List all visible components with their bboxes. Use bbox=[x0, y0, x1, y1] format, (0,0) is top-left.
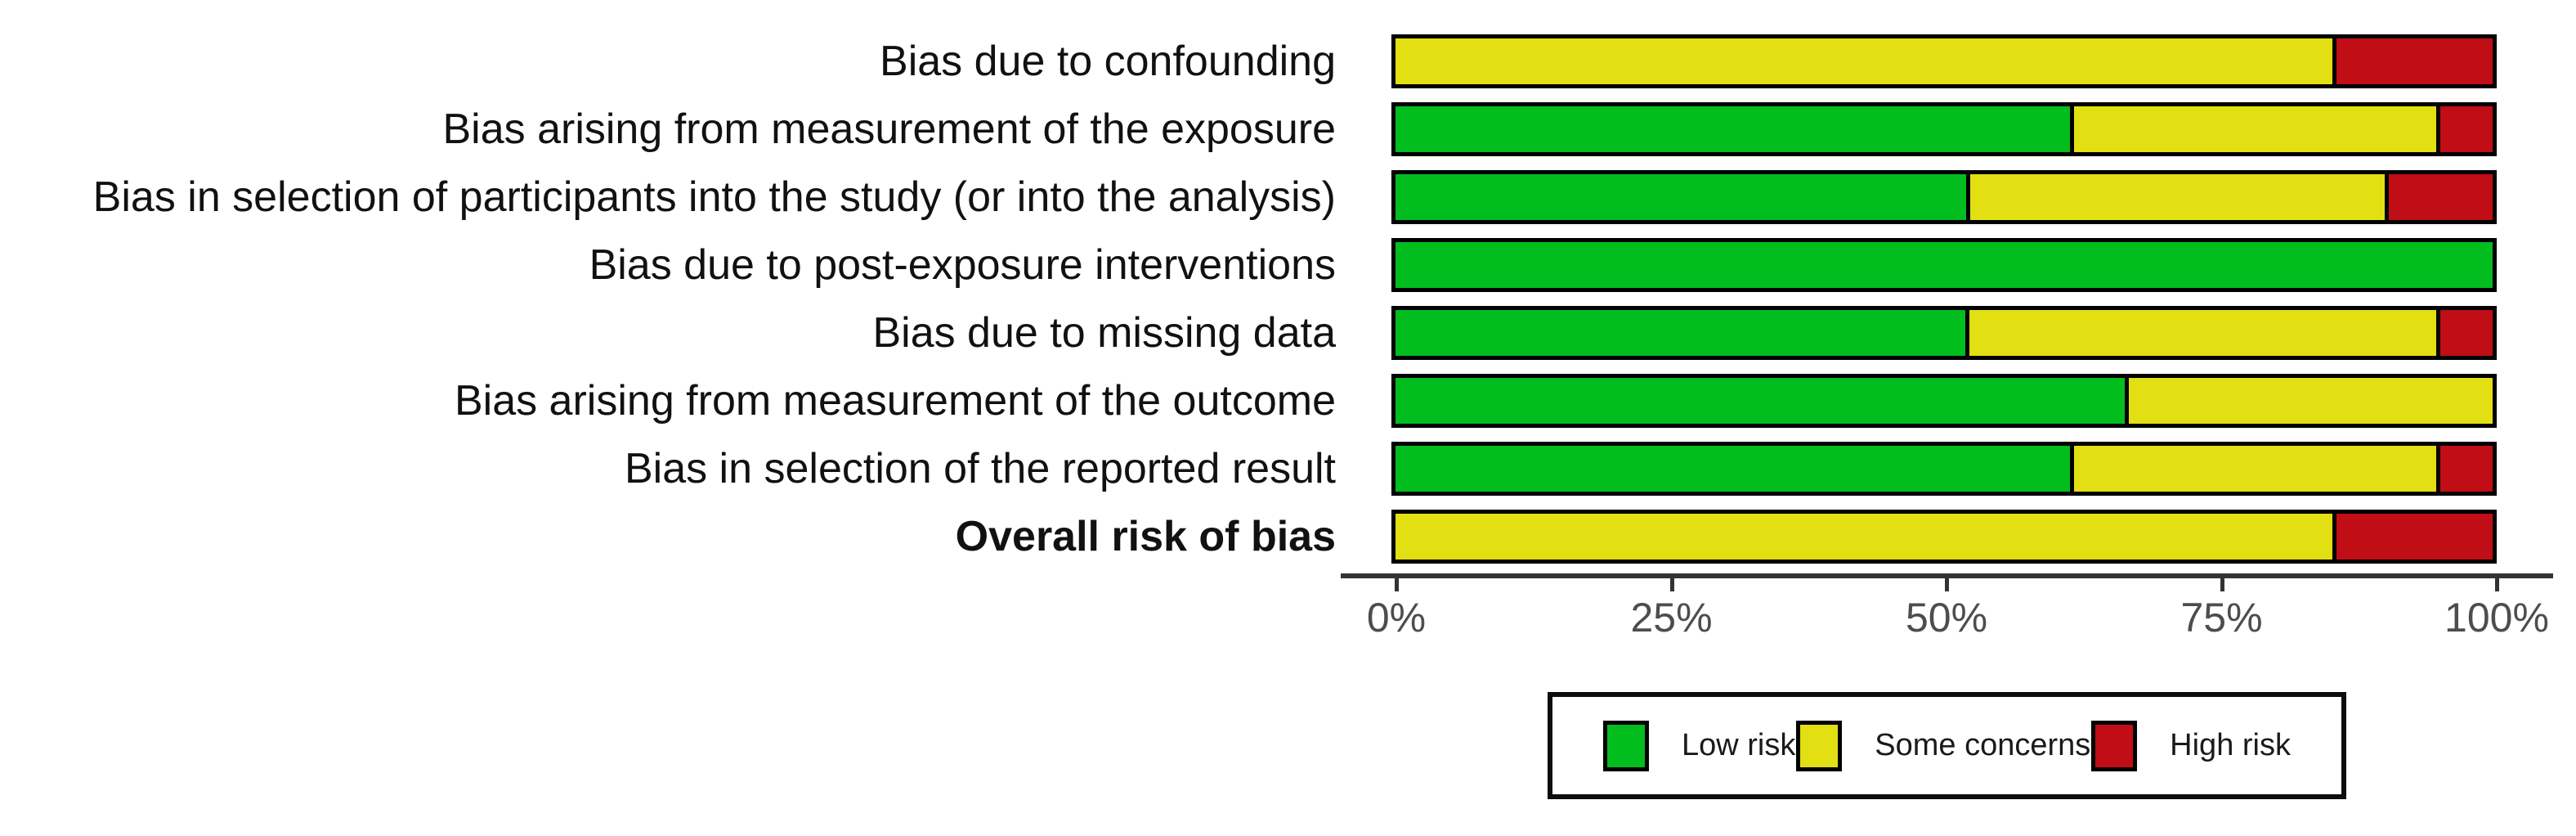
bar-segment-some-concerns bbox=[2069, 106, 2437, 152]
legend-swatch-some-concerns bbox=[1796, 720, 1843, 771]
stacked-bar bbox=[1391, 34, 2497, 88]
bar-segment-low-risk bbox=[1396, 446, 2070, 492]
category-label: Bias arising from measurement of the out… bbox=[454, 377, 1336, 425]
stacked-bar bbox=[1391, 374, 2497, 428]
stacked-bar bbox=[1391, 510, 2497, 564]
x-axis-tick-label: 0% bbox=[1366, 595, 1427, 640]
x-axis-tick-label: 75% bbox=[2180, 595, 2263, 640]
bar-segment-high-risk bbox=[2436, 106, 2493, 152]
x-axis-tick bbox=[2220, 578, 2224, 591]
stacked-bar bbox=[1391, 170, 2497, 224]
x-axis-tick-label: 25% bbox=[1630, 595, 1713, 640]
stacked-bar bbox=[1391, 238, 2497, 292]
x-axis-tick-label: 100% bbox=[2444, 595, 2549, 640]
bar-segment-some-concerns bbox=[2124, 378, 2493, 424]
category-label: Bias due to missing data bbox=[872, 309, 1336, 357]
bar-segment-low-risk bbox=[1396, 106, 2070, 152]
category-label: Bias due to post-exposure interventions bbox=[589, 241, 1336, 289]
bar-segment-some-concerns bbox=[1396, 514, 2332, 560]
category-label: Bias in selection of participants into t… bbox=[92, 173, 1336, 221]
x-axis-tick bbox=[1395, 578, 1399, 591]
category-label: Bias due to confounding bbox=[880, 38, 1336, 85]
bar-segment-low-risk bbox=[1396, 310, 1966, 356]
x-axis-line bbox=[1341, 573, 2553, 578]
x-axis-tick-label: 50% bbox=[1905, 595, 1988, 640]
bar-segment-high-risk bbox=[2332, 38, 2493, 84]
legend-box: Low risk Some concerns High risk bbox=[1548, 692, 2346, 799]
bar-segment-some-concerns bbox=[2069, 446, 2437, 492]
legend-item: Some concerns bbox=[1796, 720, 2091, 771]
legend-item: Low risk bbox=[1603, 720, 1796, 771]
legend-item: High risk bbox=[2091, 720, 2291, 771]
stacked-bar bbox=[1391, 306, 2497, 360]
bar-segment-low-risk bbox=[1396, 242, 2493, 288]
bar-segment-high-risk bbox=[2436, 310, 2493, 356]
x-axis-tick bbox=[1669, 578, 1674, 591]
bar-segment-some-concerns bbox=[1396, 38, 2332, 84]
x-axis-tick bbox=[1945, 578, 1949, 591]
bar-segment-high-risk bbox=[2332, 514, 2493, 560]
legend-label: Some concerns bbox=[1875, 728, 2091, 762]
legend-label: Low risk bbox=[1682, 728, 1796, 762]
bar-segment-low-risk bbox=[1396, 378, 2125, 424]
category-label: Bias arising from measurement of the exp… bbox=[442, 106, 1336, 153]
legend-swatch-low-risk bbox=[1603, 720, 1649, 771]
legend-label: High risk bbox=[2170, 728, 2291, 762]
x-axis-tick bbox=[2495, 578, 2499, 591]
bar-segment-some-concerns bbox=[1965, 174, 2386, 220]
legend-swatch-high-risk bbox=[2091, 720, 2138, 771]
stacked-bar bbox=[1391, 442, 2497, 496]
bar-segment-high-risk bbox=[2385, 174, 2493, 220]
bar-segment-some-concerns bbox=[1965, 310, 2437, 356]
bar-segment-high-risk bbox=[2436, 446, 2493, 492]
stacked-bar bbox=[1391, 102, 2497, 156]
bar-segment-low-risk bbox=[1396, 174, 1966, 220]
category-label: Bias in selection of the reported result bbox=[624, 445, 1336, 492]
category-label: Overall risk of bias bbox=[955, 513, 1336, 560]
